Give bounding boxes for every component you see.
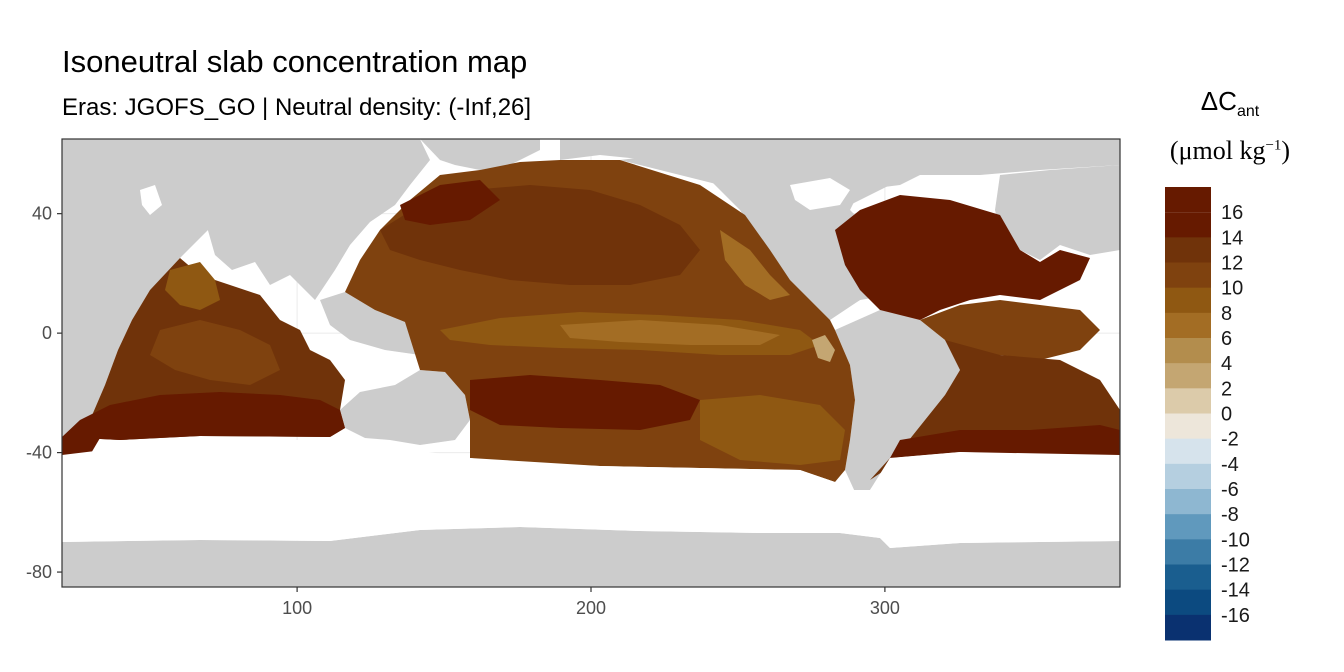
map-subtitle: Eras: JGOFS_GO | Neutral density: (-Inf,… [62, 94, 532, 121]
legend-swatch [1165, 589, 1211, 616]
y-tick-label: -40 [26, 443, 52, 463]
eurasia-land [62, 139, 430, 300]
legend-label: -10 [1221, 529, 1250, 551]
x-tick-label: 100 [282, 598, 312, 618]
legend-label: 12 [1221, 253, 1243, 275]
map-title: Isoneutral slab concentration map [62, 44, 528, 79]
legend-label: -14 [1221, 580, 1250, 602]
legend-swatch [1165, 564, 1211, 591]
legend-swatch [1165, 514, 1211, 540]
legend-label: 8 [1221, 303, 1232, 325]
europe-land [995, 165, 1120, 260]
indian-ocean-south [62, 392, 345, 440]
legend-label: 0 [1221, 404, 1232, 426]
x-tick-label: 200 [576, 598, 606, 618]
indian-ocean-central [150, 320, 280, 385]
arabian-sea [165, 262, 220, 310]
color-legend: 16 14 12 10 8 6 4 2 0 -2 -4 -6 -8 -10 -12 -14 -16 [1165, 187, 1250, 641]
legend-swatch [1165, 287, 1211, 314]
legend-unit-suffix: ) [1281, 136, 1291, 165]
australia-land [340, 370, 470, 445]
legend-title: ΔCant [1160, 86, 1300, 121]
map-layers [62, 139, 1120, 587]
east-pacific-upwelling [812, 335, 835, 362]
antarctica-land [62, 527, 1120, 587]
south-america-land [835, 310, 960, 492]
legend-swatch [1165, 187, 1211, 213]
legend-swatch [1165, 438, 1211, 465]
legend-swatch [1165, 312, 1211, 339]
siberia-land [420, 139, 540, 170]
hudson-bay-no-data [790, 178, 850, 210]
equatorial-pacific-band [560, 320, 780, 345]
legend-swatch [1165, 539, 1211, 565]
legend-label: 2 [1221, 378, 1232, 400]
legend-label: -2 [1221, 429, 1239, 451]
legend-label: -16 [1221, 605, 1250, 627]
legend-label: 10 [1221, 278, 1243, 300]
legend-label: -12 [1221, 555, 1250, 577]
legend-swatch [1165, 614, 1211, 641]
legend-label: -8 [1221, 504, 1239, 526]
legend-swatch [1165, 338, 1211, 364]
legend-title-main: ΔC [1200, 86, 1237, 116]
y-tick-label: 40 [32, 204, 52, 224]
legend-swatch [1165, 262, 1211, 289]
x-tick-label: 300 [870, 598, 900, 618]
legend-title-subscript: ant [1236, 103, 1260, 121]
y-tick-label: -80 [26, 562, 52, 582]
south-pacific-core [470, 375, 700, 430]
legend-label: -4 [1221, 454, 1239, 476]
legend-swatch [1165, 463, 1211, 490]
y-tick-label: 0 [42, 323, 52, 343]
california-current [720, 230, 790, 300]
legend-unit-prefix: (μmol kg [1169, 136, 1266, 165]
legend-swatch [1165, 237, 1211, 263]
tropical-atlantic [920, 300, 1100, 360]
legend-label: 16 [1221, 202, 1243, 224]
north-pacific-west [400, 180, 500, 225]
southern-ocean-no-data [62, 440, 1120, 548]
agulhas-region [62, 420, 100, 455]
legend-swatch [1165, 212, 1211, 238]
legend-unit: (μmol kg−1) [1160, 136, 1300, 166]
south-pacific-east [700, 395, 845, 465]
caspian-no-data [140, 185, 162, 215]
legend-swatch [1165, 489, 1211, 515]
legend-swatch [1165, 413, 1211, 440]
legend-swatch [1165, 363, 1211, 389]
ocean-concentration-layer [62, 160, 1120, 482]
legend-unit-exponent: −1 [1265, 137, 1282, 154]
north-atlantic [835, 195, 1090, 320]
south-atlantic-core [890, 425, 1120, 458]
legend-label: 4 [1221, 353, 1232, 375]
legend-swatch [1165, 388, 1211, 414]
legend-label: 6 [1221, 328, 1232, 350]
legend-label: -6 [1221, 479, 1239, 501]
legend-label: 14 [1221, 227, 1243, 249]
